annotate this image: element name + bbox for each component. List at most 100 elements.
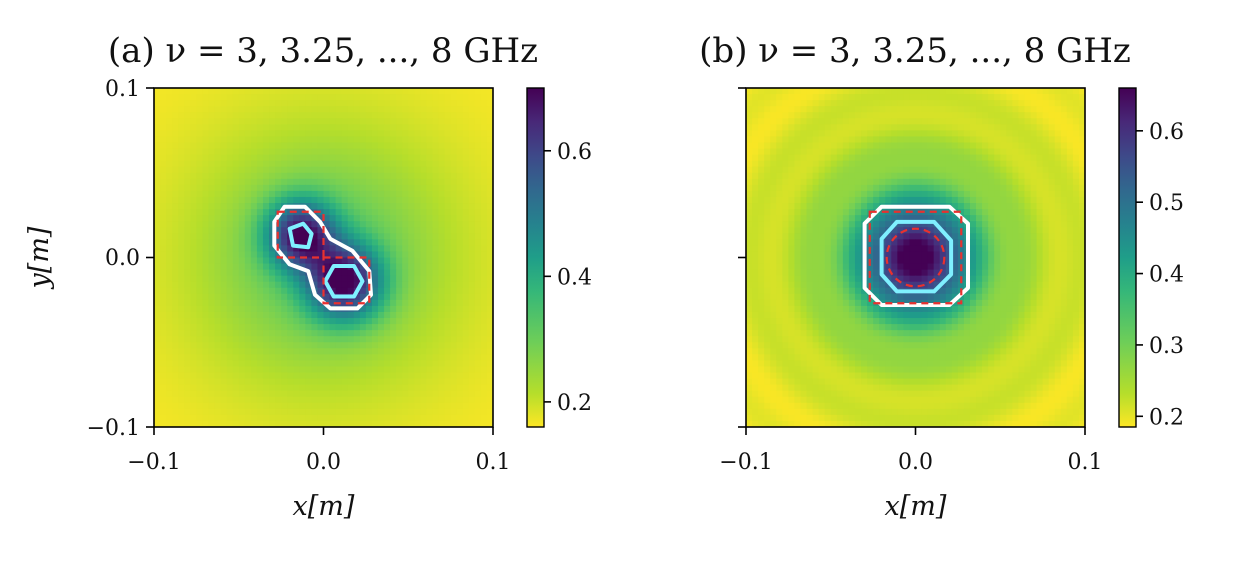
heatmap-cell xyxy=(317,203,325,210)
heatmap-cell xyxy=(202,366,210,374)
heatmap-cell xyxy=(359,318,367,325)
heatmap-cell xyxy=(1066,88,1074,95)
heatmap-cell xyxy=(390,420,397,427)
heatmap-cell xyxy=(824,100,832,107)
heatmap-cell xyxy=(982,281,989,289)
heatmap-cell xyxy=(154,257,161,265)
heatmap-cell xyxy=(238,245,246,253)
heatmap-cell xyxy=(1048,251,1056,259)
heatmap-cell xyxy=(976,88,983,95)
heatmap-cell xyxy=(927,130,935,138)
heatmap-cell xyxy=(202,154,210,162)
heatmap-cell xyxy=(867,100,874,107)
heatmap-cell xyxy=(154,160,161,168)
heatmap-cell xyxy=(842,184,850,192)
heatmap-cell xyxy=(269,106,276,113)
heatmap-cell xyxy=(238,420,246,427)
heatmap-cell xyxy=(818,172,826,180)
heatmap-cell xyxy=(885,142,892,150)
heatmap-cell xyxy=(830,275,838,283)
heatmap-cell xyxy=(770,166,777,174)
heatmap-cell xyxy=(160,203,167,210)
heatmap-cell xyxy=(214,106,222,113)
heatmap-cell xyxy=(915,142,923,150)
heatmap-cell xyxy=(178,100,185,107)
heatmap-cell xyxy=(329,196,337,204)
heatmap-cell xyxy=(341,88,349,95)
heatmap-cell xyxy=(927,136,935,144)
heatmap-cell xyxy=(794,166,802,174)
heatmap-cell xyxy=(172,384,179,392)
heatmap-cell xyxy=(746,100,753,107)
heatmap-cell xyxy=(1030,172,1038,180)
heatmap-cell xyxy=(402,408,409,416)
heatmap-cell xyxy=(371,287,379,295)
heatmap-cell xyxy=(788,142,796,150)
heatmap-cell xyxy=(1036,154,1044,162)
heatmap-cell xyxy=(988,178,995,186)
heatmap-cell xyxy=(842,245,850,253)
heatmap-cell xyxy=(402,348,409,355)
heatmap-cell xyxy=(299,88,306,95)
heatmap-cell xyxy=(1066,172,1074,180)
heatmap-cell xyxy=(202,360,210,368)
heatmap-cell xyxy=(371,311,379,319)
heatmap-cell xyxy=(1060,190,1068,198)
heatmap-cell xyxy=(287,257,294,265)
heatmap-cell xyxy=(408,263,415,271)
heatmap-cell xyxy=(1024,118,1032,125)
heatmap-cell xyxy=(746,275,753,283)
heatmap-cell xyxy=(365,106,373,113)
heatmap-cell xyxy=(806,112,814,119)
heatmap-cell xyxy=(782,136,789,144)
heatmap-cell xyxy=(390,106,397,113)
heatmap-cell xyxy=(154,94,161,101)
heatmap-cell xyxy=(426,420,434,427)
heatmap-cell xyxy=(196,324,204,331)
heatmap-cell xyxy=(921,209,929,216)
heatmap-cell xyxy=(1066,148,1074,156)
heatmap-cell xyxy=(414,215,421,222)
heatmap-cell xyxy=(957,209,965,216)
heatmap-cell xyxy=(480,196,488,204)
heatmap-cell xyxy=(402,275,409,283)
heatmap-cell xyxy=(1042,190,1050,198)
heatmap-cell xyxy=(903,136,911,144)
heatmap-cell xyxy=(873,281,880,289)
heatmap-cell xyxy=(311,378,319,386)
heatmap-cell xyxy=(758,124,765,131)
heatmap-cell xyxy=(994,160,1001,168)
heatmap-cell xyxy=(1000,196,1007,204)
heatmap-cell xyxy=(976,190,983,198)
heatmap-cell xyxy=(250,318,258,325)
heatmap-cell xyxy=(214,402,222,410)
heatmap-cell xyxy=(1000,172,1007,180)
heatmap-cell xyxy=(1036,221,1044,228)
heatmap-cell xyxy=(824,166,832,174)
heatmap-cell xyxy=(994,148,1001,156)
heatmap-cell xyxy=(915,172,923,180)
heatmap-cell xyxy=(275,269,282,277)
heatmap-cell xyxy=(921,118,929,125)
heatmap-cell xyxy=(317,360,325,368)
heatmap-cell xyxy=(184,209,191,216)
heatmap-cell xyxy=(909,130,917,138)
heatmap-cell xyxy=(1054,275,1062,283)
heatmap-cell xyxy=(396,408,403,416)
heatmap-cell xyxy=(909,269,917,277)
heatmap-cell xyxy=(1012,154,1020,162)
heatmap-cell xyxy=(456,269,464,277)
heatmap-cell xyxy=(921,142,929,150)
heatmap-cell xyxy=(256,348,264,355)
heatmap-cell xyxy=(359,396,367,404)
heatmap-cell xyxy=(281,130,288,138)
heatmap-cell xyxy=(1006,178,1013,186)
heatmap-cell xyxy=(335,221,343,228)
heatmap-cell xyxy=(329,348,337,355)
heatmap-cell xyxy=(885,160,892,168)
heatmap-cell xyxy=(384,360,391,368)
heatmap-cell xyxy=(166,154,173,162)
heatmap-cell xyxy=(764,166,771,174)
heatmap-cell xyxy=(262,245,270,253)
heatmap-cell xyxy=(921,94,929,101)
